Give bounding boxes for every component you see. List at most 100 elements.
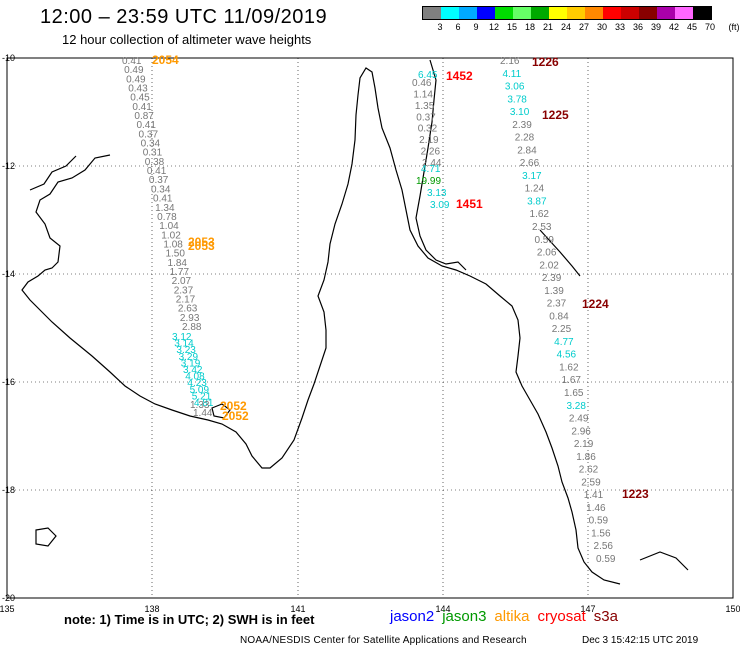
swh-value: 19.99 [416, 176, 441, 187]
credit-line: NOAA/NESDIS Center for Satellite Applica… [240, 635, 527, 646]
latitude-label: -10 [2, 53, 15, 63]
swh-value: 3.12 [172, 332, 192, 343]
swh-value: 2.66 [520, 158, 540, 169]
latitude-label: -20 [2, 593, 15, 603]
swh-value: 2.63 [178, 304, 198, 315]
swh-value: 1.84 [168, 258, 188, 269]
pass-time: 2053 [188, 235, 215, 249]
swh-value: 2.53 [532, 222, 552, 233]
swh-value: 0.34 [151, 184, 171, 195]
swh-value: 5.09 [190, 385, 210, 396]
island-south [211, 403, 231, 419]
swh-value: 4.08 [185, 372, 205, 383]
scale-swatch [585, 7, 603, 19]
color-scale-bar [422, 6, 712, 20]
swh-value: 3.42 [183, 365, 203, 376]
swh-value: 0.45 [130, 93, 150, 104]
swh-value: 1.67 [562, 375, 582, 386]
swh-value: 2.19 [574, 439, 594, 450]
longitude-labels: 135 138 141 144 147 150 [0, 604, 740, 614]
legend-jason2: jason2 [390, 608, 435, 625]
swh-value: 1.14 [413, 89, 433, 100]
swh-value: 1.50 [165, 249, 185, 260]
legend-cryosat: cryosat [537, 608, 586, 625]
swh-value: 0.31 [143, 148, 163, 159]
swh-value: 3.09 [430, 200, 450, 211]
scale-label: 33 [614, 22, 626, 32]
swh-value: 1.02 [161, 230, 181, 241]
pass-time: 1224 [582, 297, 609, 311]
swh-value: 2.84 [517, 145, 537, 156]
scale-label: 70 [704, 22, 716, 32]
latitude-label: -14 [2, 269, 15, 279]
swh-value: 1.56 [591, 528, 611, 539]
latitude-labels: -10 -12 -14 -16 -18 -20 [2, 53, 15, 603]
swh-value: 2.96 [571, 426, 591, 437]
scale-swatch [639, 7, 657, 19]
coastline-southeast [639, 551, 689, 571]
swh-value: 2.19 [419, 135, 439, 146]
swh-value: 4.56 [557, 350, 577, 361]
swh-value: 1.41 [584, 490, 604, 501]
coastline-png [415, 59, 467, 271]
scale-swatch [693, 7, 711, 19]
longitude-label: 144 [435, 604, 450, 614]
pass-time: 2052 [220, 399, 247, 413]
swh-value: 1.62 [559, 362, 579, 373]
swh-value: 3.13 [427, 188, 447, 199]
map-frame [6, 57, 734, 599]
latitude-label: -18 [2, 485, 15, 495]
map-title: 12:00 – 23:59 UTC 11/09/2019 [40, 6, 328, 28]
swh-value: 0.59 [596, 554, 616, 565]
swh-value: 4.77 [554, 337, 574, 348]
swh-value: 2.49 [569, 414, 589, 425]
swh-value: 1.34 [155, 203, 175, 214]
scale-swatch [567, 7, 585, 19]
swh-value: 0.43 [128, 84, 148, 95]
swh-value: 1.44 [193, 408, 213, 419]
swh-value: 0.32 [418, 124, 438, 135]
pass-time: 1223 [622, 487, 649, 501]
scale-swatch [549, 7, 567, 19]
swh-value: 0.38 [145, 157, 165, 168]
scale-swatch [495, 7, 513, 19]
scale-swatch [459, 7, 477, 19]
swh-value: 2.26 [421, 147, 441, 158]
swh-value: 2.28 [515, 133, 535, 144]
swh-value: 0.59 [534, 235, 554, 246]
swh-value: 6.45 [418, 70, 438, 81]
swh-value: 0.46 [412, 78, 432, 89]
scale-label: 27 [578, 22, 590, 32]
pass-time: 1451 [456, 197, 483, 211]
swh-value: 2.44 [422, 158, 442, 169]
scale-label: 3 [437, 22, 443, 32]
scale-swatch [621, 7, 639, 19]
swh-value: 0.59 [589, 516, 609, 527]
swh-value: 3.17 [522, 171, 542, 182]
swh-value: 1.39 [544, 286, 564, 297]
mid-track-values: 0.461.141.350.370.322.192.262.44 6.45 4.71… [412, 70, 450, 211]
swh-value: 0.37 [139, 129, 159, 140]
swh-value: 3.19 [181, 358, 201, 369]
swh-color-scale: 3 6 9 12 15 18 21 24 27 30 33 36 39 42 45 70 (ft) [422, 6, 740, 34]
swh-value: 2.37 [174, 285, 194, 296]
scale-label: 15 [506, 22, 518, 32]
swh-value: 4.23 [187, 378, 207, 389]
scale-swatch [603, 7, 621, 19]
scale-label: 45 [686, 22, 698, 32]
swh-value: 4.71 [421, 164, 441, 175]
swh-value: 4.81 [194, 398, 214, 409]
swh-value: 0.41 [147, 166, 167, 177]
swh-value: 0.87 [134, 111, 154, 122]
swh-value: 1.08 [163, 239, 183, 250]
swh-value: 2.17 [176, 294, 196, 305]
coastline-mainland [21, 67, 621, 585]
swh-value: 1.04 [159, 221, 179, 232]
scale-swatch [441, 7, 459, 19]
east-track-values: 2.16 4.11 3.063.78 3.10 2.39 2.282.84 2.66 3.17… [500, 56, 616, 565]
scale-label: (ft) [728, 22, 740, 32]
swh-value: 0.49 [126, 74, 146, 85]
scale-label: 21 [542, 22, 554, 32]
pass-time: 2054 [152, 53, 179, 67]
